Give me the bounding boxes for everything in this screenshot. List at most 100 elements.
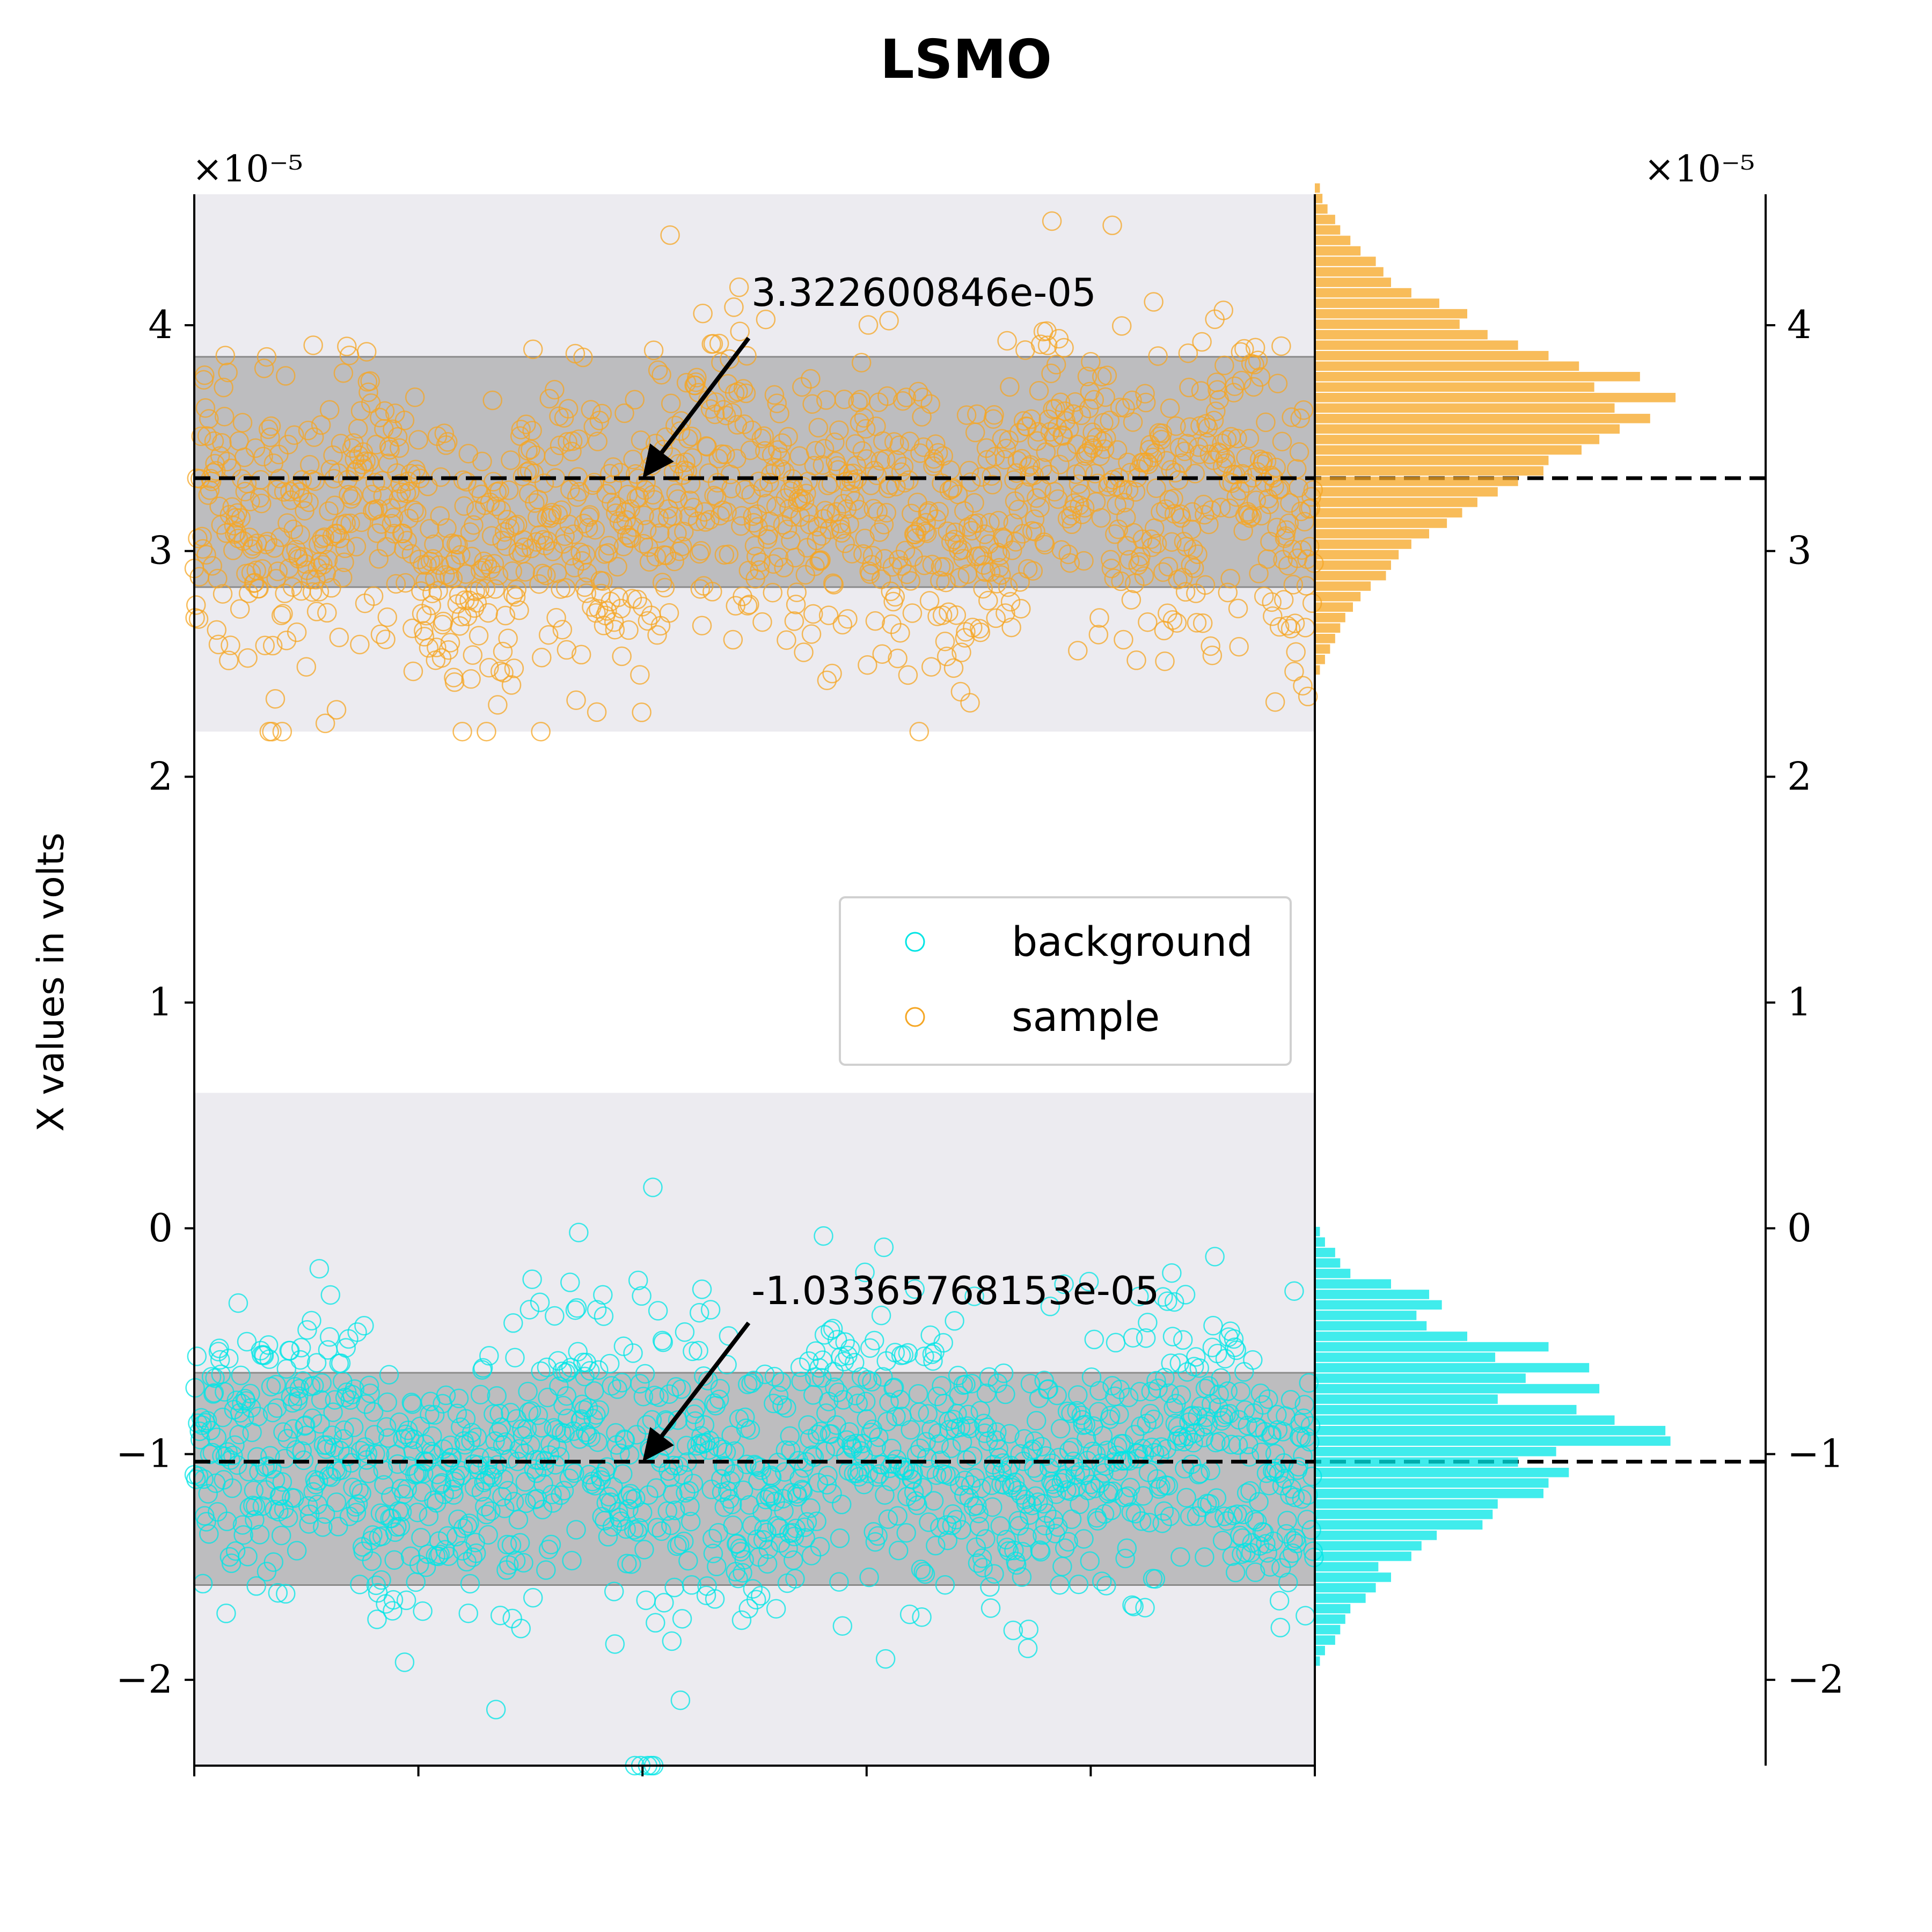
scatter-point-background — [663, 1484, 683, 1504]
scatter-point-background — [407, 1502, 428, 1523]
scatter-point-sample — [566, 690, 586, 710]
scatter-point-background — [847, 1463, 867, 1483]
scatter-point-sample — [843, 463, 863, 484]
scatter-point-background — [882, 1438, 902, 1459]
scatter-point-sample — [305, 471, 325, 491]
histogram-bar-sample — [1315, 236, 1351, 245]
scatter-point-background — [834, 1351, 854, 1372]
scatter-point-sample — [599, 536, 619, 556]
scatter-point-sample — [750, 560, 770, 580]
scatter-point-sample — [862, 555, 882, 575]
scatter-point-sample — [1030, 334, 1051, 354]
scatter-point-sample — [318, 550, 338, 570]
scatter-point-sample — [960, 693, 980, 713]
scatter-point-background — [1152, 1513, 1172, 1533]
scatter-point-background — [225, 1435, 245, 1455]
scatter-point-background — [278, 1507, 298, 1528]
scatter-point-sample — [841, 470, 861, 490]
scatter-point-background — [1245, 1562, 1265, 1582]
scatter-point-background — [972, 1548, 992, 1568]
scatter-point-sample — [239, 527, 260, 547]
scatter-point-background — [269, 1502, 289, 1522]
scatter-point-sample — [390, 438, 409, 458]
scatter-point-background — [1033, 1525, 1052, 1545]
scatter-point-background — [1007, 1555, 1027, 1575]
scatter-point-background — [855, 1262, 875, 1283]
scatter-point-sample — [235, 481, 255, 502]
scatter-point-sample — [818, 605, 839, 625]
scatter-point-sample — [299, 492, 319, 513]
scatter-point-sample — [715, 444, 735, 465]
scatter-point-background — [926, 1465, 947, 1485]
scatter-point-background — [791, 1371, 811, 1392]
scatter-point-background — [319, 1327, 340, 1347]
scatter-point-background — [959, 1488, 979, 1508]
scatter-point-background — [943, 1504, 963, 1524]
scatter-point-background — [1225, 1337, 1245, 1357]
scatter-point-sample — [943, 478, 963, 498]
scatter-point-background — [553, 1395, 573, 1416]
scatter-point-background — [598, 1527, 618, 1547]
scatter-point-background — [232, 1515, 253, 1535]
scatter-point-background — [743, 1579, 763, 1599]
scatter-point-sample — [723, 630, 743, 650]
scatter-point-background — [569, 1223, 589, 1242]
scatter-point-sample — [1101, 558, 1122, 579]
scatter-point-background — [1021, 1441, 1041, 1461]
y-tick-label: −2 — [116, 1657, 173, 1702]
scatter-point-background — [1049, 1447, 1069, 1468]
scatter-point-background — [313, 1517, 333, 1537]
scatter-point-sample — [311, 415, 331, 435]
scatter-point-background — [522, 1269, 542, 1290]
scatter-point-background — [1050, 1418, 1071, 1439]
scatter-point-sample — [993, 527, 1013, 547]
scatter-point-sample — [457, 472, 477, 492]
scatter-point-background — [1144, 1409, 1163, 1430]
scatter-point-background — [616, 1519, 636, 1539]
scatter-point-sample — [1128, 555, 1148, 575]
scatter-point-sample — [1046, 355, 1066, 375]
scatter-point-background — [299, 1514, 319, 1534]
scatter-point-background — [1139, 1512, 1159, 1533]
scatter-point-sample — [346, 462, 365, 482]
scatter-point-sample — [970, 623, 991, 642]
scatter-point-sample — [208, 568, 228, 589]
scatter-point-sample — [494, 663, 514, 683]
histogram-bar-sample — [1315, 435, 1600, 444]
scatter-point-background — [1194, 1428, 1214, 1447]
scatter-point-sample — [258, 419, 279, 440]
scatter-point-sample — [403, 661, 423, 682]
scatter-point-sample — [961, 472, 981, 492]
scatter-point-sample — [1100, 411, 1119, 430]
scatter-point-sample — [1059, 419, 1079, 439]
scatter-point-background — [702, 1528, 722, 1549]
scatter-point-sample — [334, 552, 354, 572]
scatter-point-background — [363, 1402, 384, 1422]
scatter-point-sample — [213, 584, 233, 604]
scatter-point-background — [443, 1479, 463, 1499]
histogram-bar-sample — [1315, 277, 1391, 287]
scatter-point-background — [1031, 1437, 1052, 1457]
scatter-point-background — [869, 1464, 890, 1484]
histogram-bar-background — [1315, 1363, 1590, 1373]
scatter-point-background — [518, 1402, 539, 1422]
scatter-point-background — [785, 1569, 805, 1589]
scatter-point-sample — [1111, 316, 1132, 336]
scatter-point-background — [608, 1502, 628, 1522]
scatter-point-background — [457, 1516, 478, 1536]
scatter-point-sample — [998, 577, 1018, 597]
scatter-point-sample — [1256, 412, 1276, 433]
scatter-point-sample — [547, 563, 567, 583]
scatter-point-sample — [656, 545, 677, 566]
scatter-point-background — [942, 1516, 962, 1535]
scatter-point-sample — [419, 638, 439, 658]
y-tick-label: 3 — [148, 528, 173, 573]
scatter-point-sample — [1040, 422, 1060, 442]
scatter-point-background — [512, 1419, 532, 1439]
scatter-point-background — [245, 1496, 266, 1516]
scatter-point-sample — [1269, 617, 1290, 637]
scatter-point-sample — [1095, 387, 1115, 407]
scatter-point-sample — [1062, 514, 1082, 535]
scatter-point-sample — [254, 358, 274, 378]
scatter-point-background — [565, 1300, 586, 1320]
